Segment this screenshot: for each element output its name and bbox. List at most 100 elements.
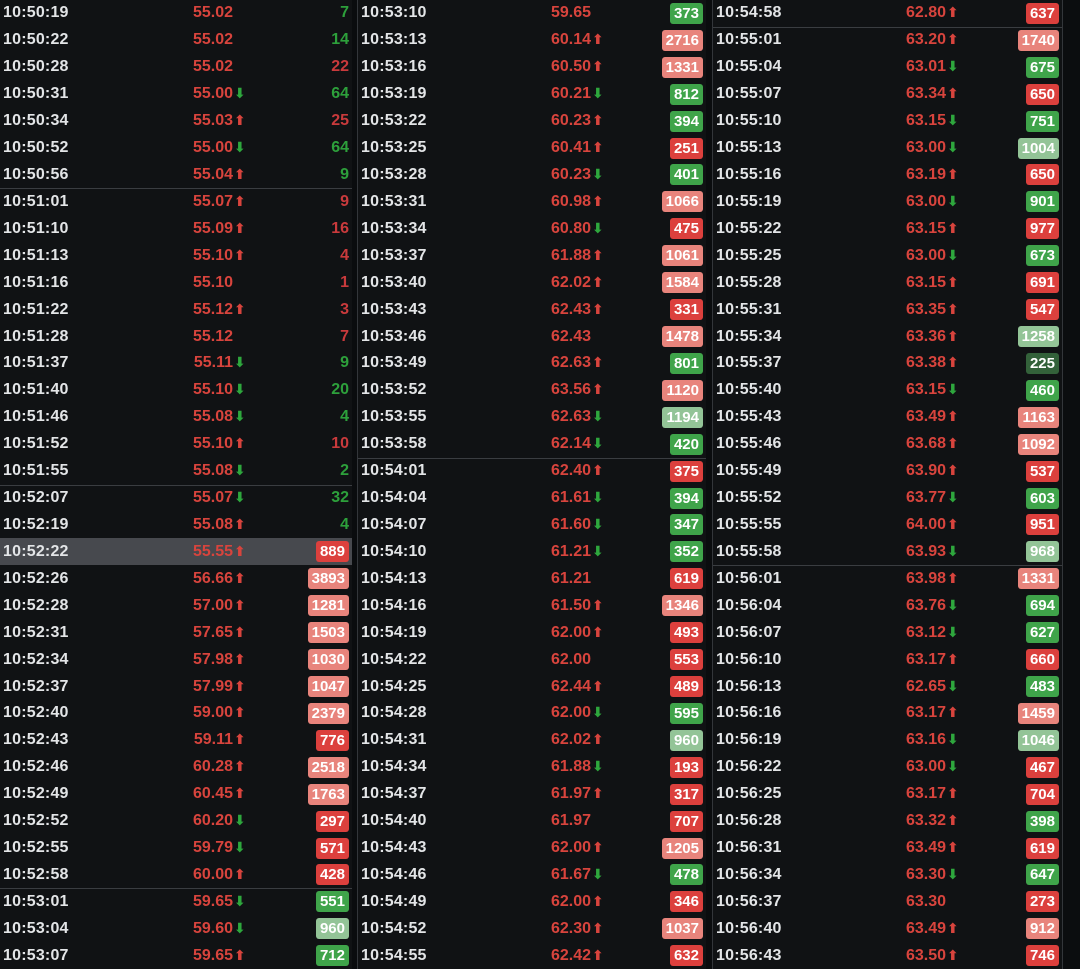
tick-row[interactable]: 10:54:55 62.42 ⬆ 632 — [358, 942, 706, 969]
tick-row[interactable]: 10:56:13 62.65 ⬇ 483 — [713, 673, 1062, 700]
tick-row[interactable]: 10:51:10 55.09 ⬆ 16 — [0, 215, 352, 242]
tick-row[interactable]: 10:54:40 61.97 707 — [358, 808, 706, 835]
tick-row[interactable]: 10:54:43 62.00 ⬆ 1205 — [358, 835, 706, 862]
tick-row[interactable]: 10:55:31 63.35 ⬆ 547 — [713, 296, 1062, 323]
tick-row[interactable]: 10:52:58 60.00 ⬆ 428 — [0, 862, 352, 889]
tick-row[interactable]: 10:55:01 63.20 ⬆ 1740 — [713, 27, 1062, 54]
tick-row[interactable]: 10:56:10 63.17 ⬆ 660 — [713, 646, 1062, 673]
tick-row[interactable]: 10:55:16 63.19 ⬆ 650 — [713, 162, 1062, 189]
tick-row[interactable]: 10:53:19 60.21 ⬇ 812 — [358, 81, 706, 108]
tick-row[interactable]: 10:52:49 60.45 ⬆ 1763 — [0, 781, 352, 808]
tick-row[interactable]: 10:54:13 61.21 619 — [358, 565, 706, 592]
tick-row[interactable]: 10:54:19 62.00 ⬆ 493 — [358, 619, 706, 646]
tick-row[interactable]: 10:51:16 55.10 1 — [0, 269, 352, 296]
tick-row[interactable]: 10:56:19 63.16 ⬇ 1046 — [713, 727, 1062, 754]
tick-row[interactable]: 10:52:37 57.99 ⬆ 1047 — [0, 673, 352, 700]
tick-row[interactable]: 10:56:43 63.50 ⬆ 746 — [713, 942, 1062, 969]
tick-row[interactable]: 10:53:13 60.14 ⬆ 2716 — [358, 27, 706, 54]
tick-row[interactable]: 10:54:28 62.00 ⬇ 595 — [358, 700, 706, 727]
tick-row[interactable]: 10:50:52 55.00 ⬇ 64 — [0, 135, 352, 162]
tick-row[interactable]: 10:55:19 63.00 ⬇ 901 — [713, 188, 1062, 215]
tick-row[interactable]: 10:54:22 62.00 553 — [358, 646, 706, 673]
tick-row[interactable]: 10:54:25 62.44 ⬆ 489 — [358, 673, 706, 700]
tick-row[interactable]: 10:55:34 63.36 ⬆ 1258 — [713, 323, 1062, 350]
tick-row[interactable]: 10:51:46 55.08 ⬇ 4 — [0, 404, 352, 431]
tick-row[interactable]: 10:56:28 63.32 ⬆ 398 — [713, 808, 1062, 835]
tick-row[interactable]: 10:52:55 59.79 ⬇ 571 — [0, 835, 352, 862]
tick-row[interactable]: 10:56:07 63.12 ⬇ 627 — [713, 619, 1062, 646]
tick-row[interactable]: 10:54:58 62.80 ⬆ 637 — [713, 0, 1062, 27]
tick-row[interactable]: 10:55:07 63.34 ⬆ 650 — [713, 81, 1062, 108]
tick-row[interactable]: 10:53:22 60.23 ⬆ 394 — [358, 108, 706, 135]
tick-row[interactable]: 10:53:04 59.60 ⬇ 960 — [0, 915, 352, 942]
scrollbar-track[interactable] — [1062, 0, 1080, 969]
tick-row[interactable]: 10:55:28 63.15 ⬆ 691 — [713, 269, 1062, 296]
tick-row[interactable]: 10:55:10 63.15 ⬇ 751 — [713, 108, 1062, 135]
tick-row[interactable]: 10:51:22 55.12 ⬆ 3 — [0, 296, 352, 323]
tick-row[interactable]: 10:54:46 61.67 ⬇ 478 — [358, 862, 706, 889]
tick-row[interactable]: 10:52:26 56.66 ⬆ 3893 — [0, 565, 352, 592]
tick-row[interactable]: 10:54:31 62.02 ⬆ 960 — [358, 727, 706, 754]
tick-row[interactable]: 10:55:37 63.38 ⬆ 225 — [713, 350, 1062, 377]
tick-row[interactable]: 10:55:52 63.77 ⬇ 603 — [713, 485, 1062, 512]
tick-row[interactable]: 10:53:34 60.80 ⬇ 475 — [358, 215, 706, 242]
tick-row[interactable]: 10:56:01 63.98 ⬆ 1331 — [713, 565, 1062, 592]
tick-row[interactable]: 10:50:34 55.03 ⬆ 25 — [0, 108, 352, 135]
tick-row[interactable]: 10:51:40 55.10 ⬇ 20 — [0, 377, 352, 404]
tick-row[interactable]: 10:53:16 60.50 ⬆ 1331 — [358, 54, 706, 81]
tick-row[interactable]: 10:53:28 60.23 ⬇ 401 — [358, 162, 706, 189]
tick-row[interactable]: 10:55:13 63.00 ⬇ 1004 — [713, 135, 1062, 162]
tick-row[interactable]: 10:55:43 63.49 ⬆ 1163 — [713, 404, 1062, 431]
tick-row[interactable]: 10:52:46 60.28 ⬆ 2518 — [0, 754, 352, 781]
tick-row[interactable]: 10:53:49 62.63 ⬆ 801 — [358, 350, 706, 377]
tick-row[interactable]: 10:55:25 63.00 ⬇ 673 — [713, 242, 1062, 269]
tick-row[interactable]: 10:52:34 57.98 ⬆ 1030 — [0, 646, 352, 673]
tick-row[interactable]: 10:53:55 62.63 ⬇ 1194 — [358, 404, 706, 431]
tick-row[interactable]: 10:51:55 55.08 ⬇ 2 — [0, 458, 352, 485]
tick-row-selected[interactable]: 10:52:22 55.55 ⬆ 889 — [0, 538, 352, 566]
tick-row[interactable]: 10:53:01 59.65 ⬇ 551 — [0, 888, 352, 915]
tick-row[interactable]: 10:52:31 57.65 ⬆ 1503 — [0, 619, 352, 646]
tick-row[interactable]: 10:50:31 55.00 ⬇ 64 — [0, 81, 352, 108]
tick-row[interactable]: 10:56:31 63.49 ⬆ 619 — [713, 835, 1062, 862]
tick-row[interactable]: 10:55:49 63.90 ⬆ 537 — [713, 458, 1062, 485]
tick-row[interactable]: 10:51:13 55.10 ⬆ 4 — [0, 242, 352, 269]
tick-row[interactable]: 10:52:19 55.08 ⬆ 4 — [0, 512, 352, 539]
tick-row[interactable]: 10:56:22 63.00 ⬇ 467 — [713, 754, 1062, 781]
tick-row[interactable]: 10:54:01 62.40 ⬆ 375 — [358, 458, 706, 485]
tick-row[interactable]: 10:53:52 63.56 ⬆ 1120 — [358, 377, 706, 404]
tick-row[interactable]: 10:56:40 63.49 ⬆ 912 — [713, 915, 1062, 942]
tick-row[interactable]: 10:54:16 61.50 ⬆ 1346 — [358, 592, 706, 619]
tick-row[interactable]: 10:53:43 62.43 ⬆ 331 — [358, 296, 706, 323]
tick-row[interactable]: 10:54:10 61.21 ⬇ 352 — [358, 538, 706, 565]
tick-row[interactable]: 10:50:28 55.02 22 — [0, 54, 352, 81]
tick-row[interactable]: 10:56:04 63.76 ⬇ 694 — [713, 592, 1062, 619]
tick-row[interactable]: 10:55:46 63.68 ⬆ 1092 — [713, 431, 1062, 458]
tick-row[interactable]: 10:53:46 62.43 1478 — [358, 323, 706, 350]
tick-row[interactable]: 10:54:52 62.30 ⬆ 1037 — [358, 915, 706, 942]
tick-row[interactable]: 10:53:31 60.98 ⬆ 1066 — [358, 188, 706, 215]
tick-row[interactable]: 10:51:01 55.07 ⬆ 9 — [0, 188, 352, 215]
tick-row[interactable]: 10:54:07 61.60 ⬇ 347 — [358, 512, 706, 539]
tick-row[interactable]: 10:51:52 55.10 ⬆ 10 — [0, 431, 352, 458]
tick-row[interactable]: 10:53:25 60.41 ⬆ 251 — [358, 135, 706, 162]
tick-row[interactable]: 10:51:28 55.12 7 — [0, 323, 352, 350]
tick-row[interactable]: 10:53:58 62.14 ⬇ 420 — [358, 431, 706, 458]
tick-row[interactable]: 10:50:56 55.04 ⬆ 9 — [0, 162, 352, 189]
tick-row[interactable]: 10:50:22 55.02 14 — [0, 27, 352, 54]
tick-row[interactable]: 10:50:19 55.02 7 — [0, 0, 352, 27]
tick-row[interactable]: 10:53:37 61.88 ⬆ 1061 — [358, 242, 706, 269]
tick-row[interactable]: 10:54:37 61.97 ⬆ 317 — [358, 781, 706, 808]
tick-row[interactable]: 10:53:10 59.65 373 — [358, 0, 706, 27]
tick-row[interactable]: 10:56:25 63.17 ⬆ 704 — [713, 781, 1062, 808]
tick-row[interactable]: 10:52:28 57.00 ⬆ 1281 — [0, 592, 352, 619]
tick-row[interactable]: 10:55:22 63.15 ⬆ 977 — [713, 215, 1062, 242]
tick-row[interactable]: 10:52:43 59.11 ⬆ 776 — [0, 727, 352, 754]
tick-row[interactable]: 10:55:04 63.01 ⬇ 675 — [713, 54, 1062, 81]
tick-row[interactable]: 10:54:04 61.61 ⬇ 394 — [358, 485, 706, 512]
tick-row[interactable]: 10:56:34 63.30 ⬇ 647 — [713, 862, 1062, 889]
tick-row[interactable]: 10:53:07 59.65 ⬆ 712 — [0, 942, 352, 969]
tick-row[interactable]: 10:54:49 62.00 ⬆ 346 — [358, 888, 706, 915]
tick-row[interactable]: 10:55:58 63.93 ⬇ 968 — [713, 538, 1062, 565]
tick-row[interactable]: 10:56:37 63.30 273 — [713, 888, 1062, 915]
